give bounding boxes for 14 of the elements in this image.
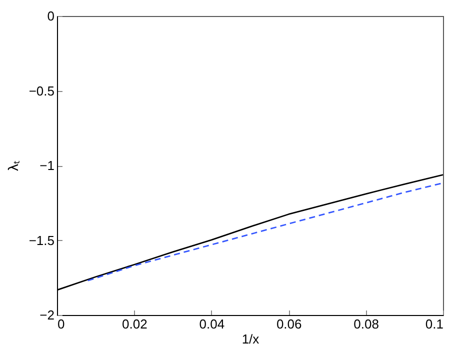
x-tick-label: 0.06 <box>276 316 302 332</box>
x-tick-label: 0.02 <box>122 316 148 332</box>
x-tick-label: 0.04 <box>199 316 225 332</box>
x-tick-label: 0 <box>58 316 65 332</box>
y-tick-label: −1 <box>40 158 54 173</box>
y-tick-label: −1.5 <box>28 232 54 248</box>
y-axis-title: λₜ <box>4 160 21 171</box>
x-axis-title: 1/x <box>242 332 260 346</box>
y-tick-label: 0 <box>47 8 54 24</box>
y-tick-label: −2 <box>40 308 54 322</box>
x-tick-label: 0.08 <box>354 316 379 332</box>
y-tick-label: −0.5 <box>28 83 54 98</box>
line-series <box>87 182 443 282</box>
x-tick-label: 0.1 <box>425 316 444 332</box>
